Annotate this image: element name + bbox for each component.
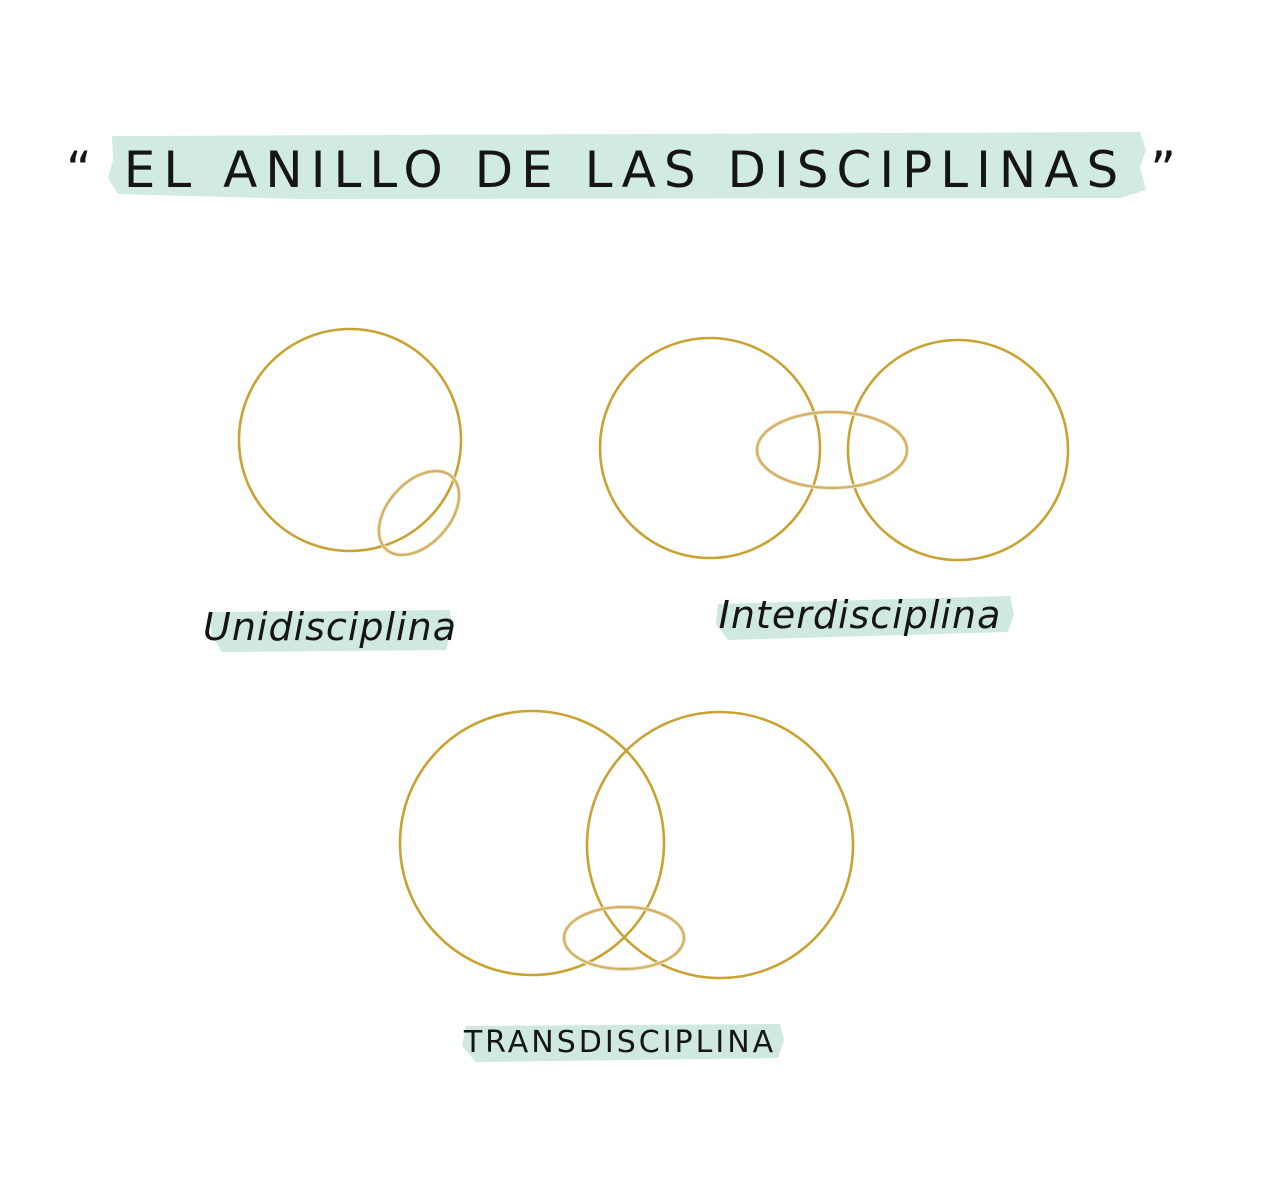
transdisciplina-bottom-ring xyxy=(562,905,686,971)
title-highlight-band xyxy=(108,132,1146,199)
unidisciplina-label-highlight xyxy=(210,610,452,652)
interdisciplina-link-ring xyxy=(755,410,909,490)
transdisciplina-label-highlight xyxy=(462,1024,784,1062)
unidisciplina-small-ring-shadow xyxy=(376,469,462,557)
interdisciplina-left-ring xyxy=(598,336,822,560)
unidisciplina-panel: Unidisciplina xyxy=(203,327,463,652)
unidisciplina-small-ring xyxy=(377,469,461,557)
title-group: “ EL ANILLO DE LAS DISCIPLINAS ” xyxy=(66,132,1184,199)
interdisciplina-label: Interdisciplina xyxy=(719,593,1002,637)
interdisciplina-right-ring xyxy=(846,338,1070,562)
interdisciplina-label-highlight xyxy=(716,596,1014,640)
transdisciplina-left-ring xyxy=(398,709,666,977)
unidisciplina-label: Unidisciplina xyxy=(203,605,457,649)
interdisciplina-panel: Interdisciplina xyxy=(598,336,1070,640)
title-text: “ EL ANILLO DE LAS DISCIPLINAS ” xyxy=(66,141,1184,199)
transdisciplina-right-ring xyxy=(585,710,855,980)
unidisciplina-large-ring xyxy=(237,327,463,553)
transdisciplina-label: TRANSDISCIPLINA xyxy=(463,1025,776,1060)
transdisciplina-panel: TRANSDISCIPLINA xyxy=(398,709,855,1062)
